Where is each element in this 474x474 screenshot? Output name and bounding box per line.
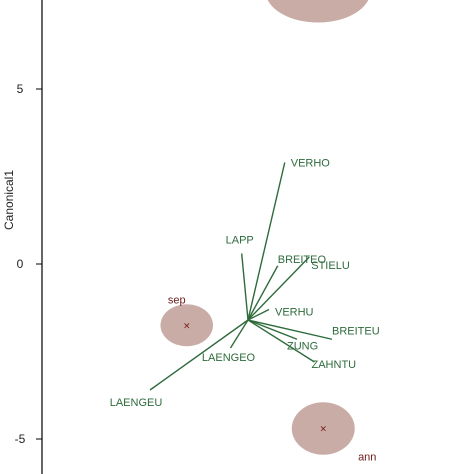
group-ellipses: ×× [160, 0, 369, 455]
y-tick-label: -5 [15, 432, 26, 446]
vector-laengeu [149, 319, 249, 391]
vector-laengeo [229, 319, 249, 349]
vector-label-verhu: VERHU [275, 307, 314, 319]
group-label-sep: sep [168, 294, 186, 306]
vector-label-zung: ZUNG [287, 340, 318, 352]
vector-zung [247, 319, 298, 340]
group-ellipse-top [267, 0, 369, 23]
group-label-ann: ann [358, 452, 376, 464]
vector-label-lapp: LAPP [226, 235, 254, 247]
vector-breiteo [247, 265, 279, 321]
group-ellipse-ann [291, 402, 355, 455]
y-tick-label: 5 [17, 82, 24, 96]
y-axis-title: Canonical1 [2, 170, 16, 230]
vector-verhu [247, 308, 270, 321]
vector-breiteu [247, 319, 333, 340]
vector-label-stielu: STIELU [311, 260, 350, 272]
vector-label-zahntu: ZAHNTU [312, 359, 357, 371]
vector-label-laengeo: LAENGEO [202, 352, 256, 364]
vector-label-breiteo: BREITEO [278, 254, 327, 266]
group-center-marker-sep: × [183, 321, 191, 331]
group-ellipse-sep [160, 304, 213, 347]
vector-stielu [247, 256, 310, 321]
vector-label-breiteu: BREITEU [332, 325, 380, 337]
y-tick-label: 0 [17, 257, 24, 271]
vector-verho [247, 162, 286, 321]
y-ticks: 5 0 -5 [15, 82, 42, 446]
vector-label-verho: VERHO [291, 158, 331, 170]
vector-lapp [241, 253, 249, 321]
variable-vectors [149, 162, 333, 391]
vector-label-laengeu: LAENGEU [110, 397, 163, 409]
group-center-marker-ann: × [319, 425, 327, 435]
vector-zahntu [247, 319, 315, 363]
